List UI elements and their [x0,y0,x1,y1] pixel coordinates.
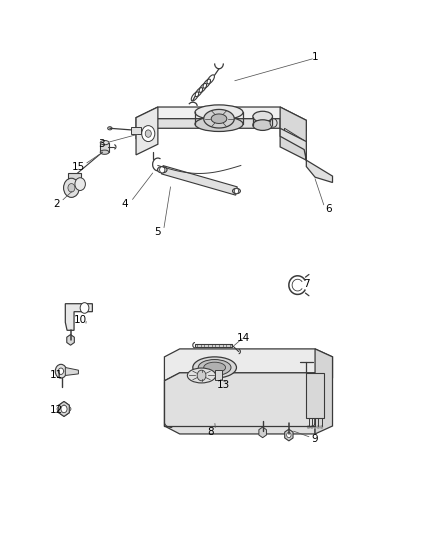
Polygon shape [211,114,227,124]
Polygon shape [65,304,92,330]
Circle shape [159,166,165,173]
Polygon shape [59,401,69,416]
Ellipse shape [100,141,109,145]
Circle shape [307,425,310,429]
Circle shape [55,365,67,378]
Circle shape [287,432,291,438]
Text: 3: 3 [98,139,104,149]
Circle shape [75,177,85,190]
Polygon shape [315,349,332,434]
Polygon shape [195,344,232,347]
Polygon shape [259,427,266,438]
Polygon shape [280,128,332,182]
Polygon shape [136,107,306,131]
Text: 8: 8 [207,427,214,438]
Polygon shape [65,368,78,375]
Text: 9: 9 [312,434,318,445]
Polygon shape [136,107,158,155]
Text: 4: 4 [122,199,128,209]
Polygon shape [67,335,74,345]
Text: 15: 15 [72,161,85,172]
Ellipse shape [187,368,216,383]
Ellipse shape [195,117,243,132]
Circle shape [80,303,89,313]
Ellipse shape [253,120,272,131]
Circle shape [58,368,64,374]
Circle shape [320,425,323,429]
Text: 13: 13 [217,379,230,390]
Polygon shape [131,127,141,134]
Circle shape [311,425,313,429]
Ellipse shape [198,360,231,375]
Polygon shape [162,166,237,195]
Ellipse shape [100,150,109,155]
Polygon shape [100,143,109,152]
Polygon shape [164,349,332,381]
Text: 2: 2 [53,199,60,209]
Text: 5: 5 [155,227,161,237]
Text: 14: 14 [237,333,250,343]
Text: 7: 7 [303,279,310,288]
Polygon shape [68,173,81,184]
Polygon shape [280,107,306,160]
Circle shape [314,425,316,429]
Text: 10: 10 [74,314,87,325]
Polygon shape [306,373,324,418]
Polygon shape [136,119,280,139]
Ellipse shape [253,111,272,122]
Circle shape [61,405,67,413]
Ellipse shape [108,127,112,130]
Circle shape [64,178,79,197]
Circle shape [197,370,206,381]
Circle shape [270,119,277,127]
Circle shape [317,425,320,429]
Ellipse shape [157,166,167,173]
Polygon shape [285,128,304,149]
Text: 12: 12 [50,405,63,415]
Polygon shape [59,401,69,416]
Circle shape [142,126,155,142]
Ellipse shape [233,188,240,193]
Circle shape [145,130,151,138]
Ellipse shape [193,357,237,378]
Polygon shape [164,373,315,434]
Polygon shape [204,109,234,128]
Text: 11: 11 [50,370,63,381]
Ellipse shape [204,362,226,373]
Circle shape [68,183,75,192]
Text: 6: 6 [325,204,332,214]
Circle shape [61,405,67,413]
Ellipse shape [195,105,243,120]
Text: 1: 1 [312,52,318,61]
Polygon shape [285,429,293,441]
Polygon shape [215,370,223,379]
Circle shape [234,188,239,193]
Ellipse shape [57,405,71,413]
